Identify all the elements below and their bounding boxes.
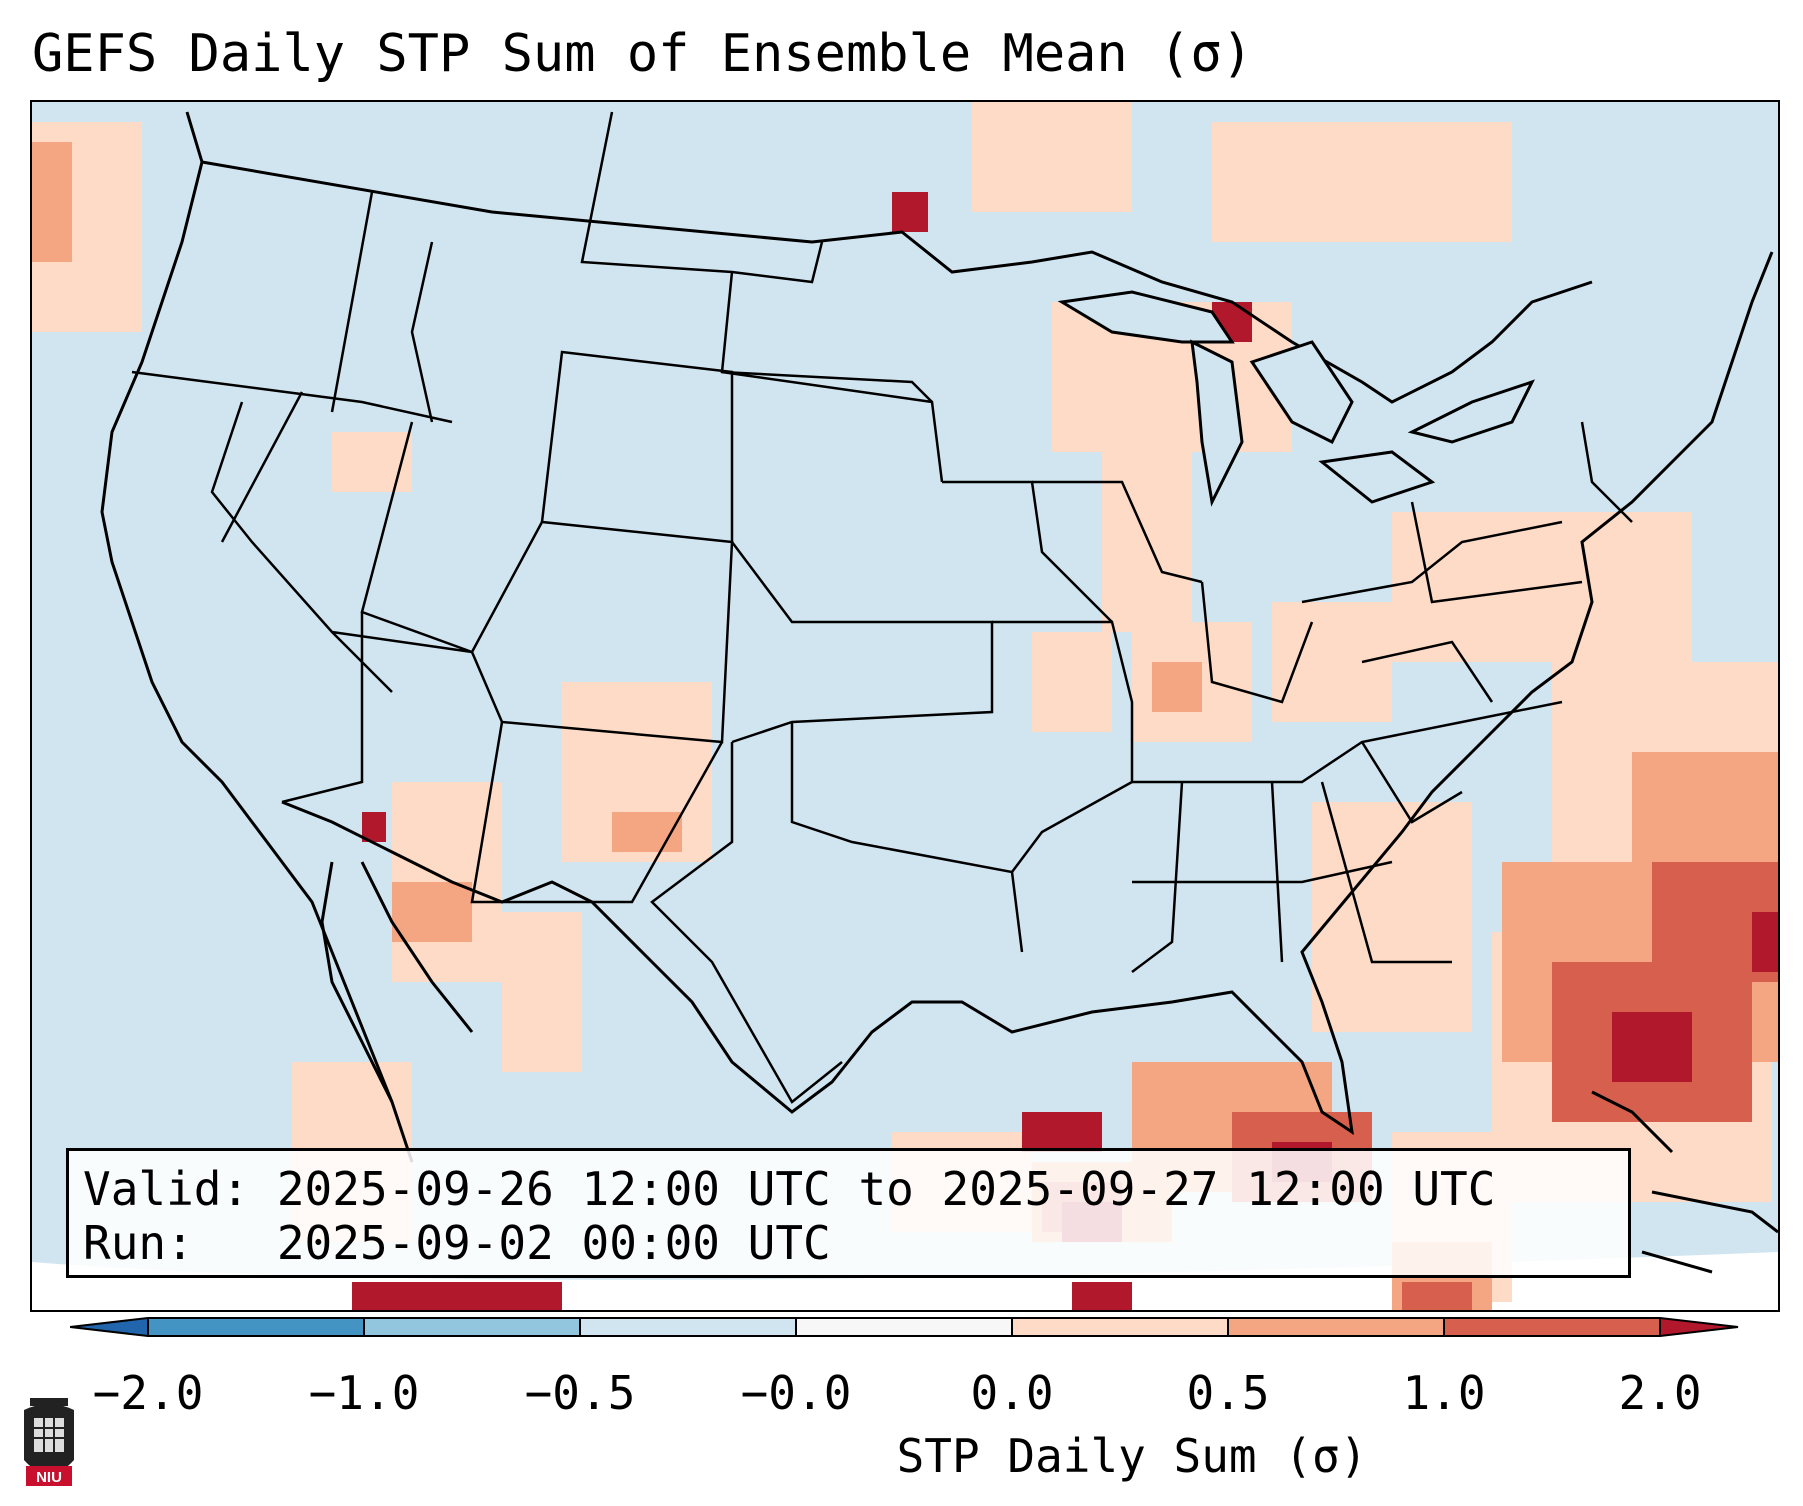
colorbar-tick-label: −1.0 bbox=[308, 1366, 420, 1420]
us-canada-border bbox=[201, 160, 1593, 404]
great-lakes bbox=[1057, 290, 1535, 507]
baja-coast bbox=[320, 861, 474, 1163]
colorbar-tick-label: 2.0 bbox=[1618, 1366, 1702, 1420]
colorbar-tick-label: 0.0 bbox=[970, 1366, 1054, 1420]
colorbar-bin-1 bbox=[148, 1318, 364, 1336]
university-logo-icon: NIU bbox=[24, 1398, 74, 1486]
run-time-text: Run: 2025-09-02 00:00 UTC bbox=[83, 1216, 831, 1270]
map-svg bbox=[32, 102, 1778, 1310]
anomaly-cells-extreme bbox=[352, 192, 1778, 1310]
colorbar-label: STP Daily Sum (σ) bbox=[896, 1429, 1368, 1483]
colorbar-tick-label: 1.0 bbox=[1402, 1366, 1486, 1420]
colorbar-bin-4 bbox=[796, 1318, 1012, 1336]
caribbean-islands bbox=[1591, 1090, 1778, 1274]
colorbar-extend-low bbox=[70, 1318, 148, 1336]
valid-time-text: Valid: 2025-09-26 12:00 UTC to 2025-09-2… bbox=[83, 1162, 1496, 1216]
colorbar-tick-label: −0.5 bbox=[524, 1366, 636, 1420]
map-title: GEFS Daily STP Sum of Ensemble Mean (σ) bbox=[32, 24, 1253, 84]
colorbar-extend-high bbox=[1660, 1318, 1738, 1336]
colorbar-ticks bbox=[147, 1318, 1661, 1336]
logo-text: NIU bbox=[36, 1469, 62, 1486]
map-panel bbox=[30, 100, 1780, 1312]
colorbar-bin-2 bbox=[364, 1318, 580, 1336]
coastline-outline bbox=[100, 111, 1774, 1136]
state-borders bbox=[131, 111, 1633, 1104]
colorbar-bin-7 bbox=[1444, 1318, 1660, 1336]
colorbar-tick-label: 0.5 bbox=[1186, 1366, 1270, 1420]
colorbar bbox=[70, 1317, 1739, 1337]
validity-info-box: Valid: 2025-09-26 12:00 UTC to 2025-09-2… bbox=[66, 1148, 1631, 1278]
colorbar-tick-label: −2.0 bbox=[92, 1366, 204, 1420]
colorbar-bin-6 bbox=[1228, 1318, 1444, 1336]
colorbar-tick-label: −0.0 bbox=[740, 1366, 852, 1420]
colorbar-bin-5 bbox=[1012, 1318, 1228, 1336]
colorbar-bin-3 bbox=[580, 1318, 796, 1336]
